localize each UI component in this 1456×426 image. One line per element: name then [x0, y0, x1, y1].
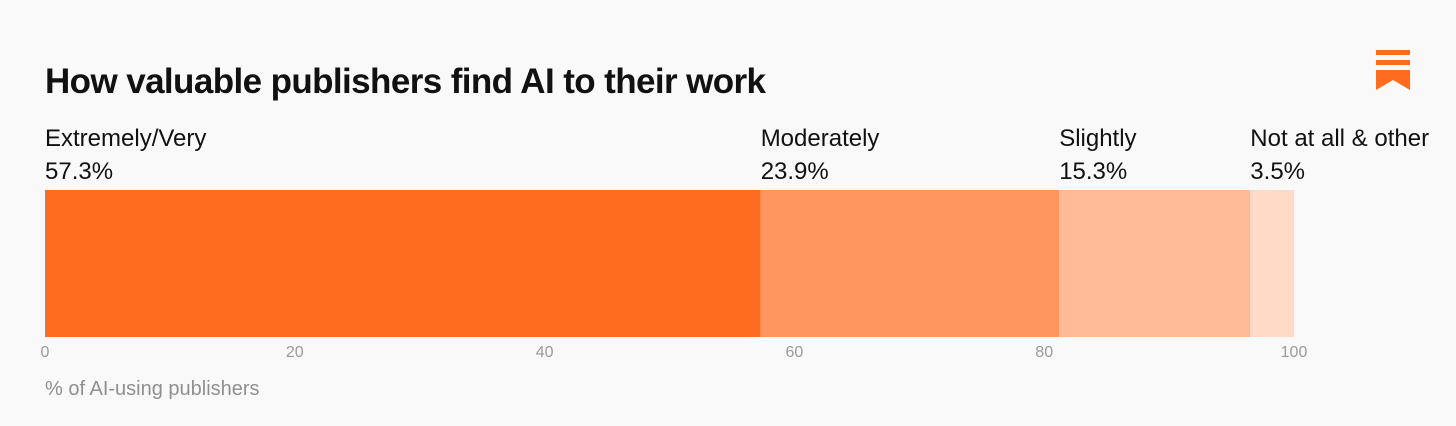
- segment-value-label-2: 15.3%: [1059, 158, 1127, 185]
- x-tick-label: 20: [286, 344, 304, 361]
- segment-value-label-0: 57.3%: [45, 158, 113, 185]
- x-tick-label: 80: [1035, 344, 1053, 361]
- bar-segment-2: [1059, 190, 1251, 337]
- bar-segment-3: [1250, 190, 1294, 337]
- bar-segment-1: [760, 190, 1060, 337]
- segment-label-2: Slightly: [1059, 125, 1136, 152]
- segment-value-label-1: 23.9%: [761, 158, 829, 185]
- x-tick-label: 60: [786, 344, 804, 361]
- segment-label-1: Moderately: [761, 125, 880, 152]
- x-tick-label: 0: [41, 344, 50, 361]
- segment-label-3: Not at all & other: [1250, 125, 1429, 152]
- x-axis-label: % of AI-using publishers: [45, 378, 260, 400]
- chart-title: How valuable publishers find AI to their…: [45, 62, 766, 101]
- segment-label-0: Extremely/Very: [45, 125, 206, 152]
- bookmark-logo-icon: [1376, 50, 1410, 90]
- x-tick-label: 100: [1281, 344, 1308, 361]
- bar-segment-0: [45, 190, 761, 337]
- segment-value-label-3: 3.5%: [1250, 158, 1305, 185]
- x-tick-label: 40: [536, 344, 554, 361]
